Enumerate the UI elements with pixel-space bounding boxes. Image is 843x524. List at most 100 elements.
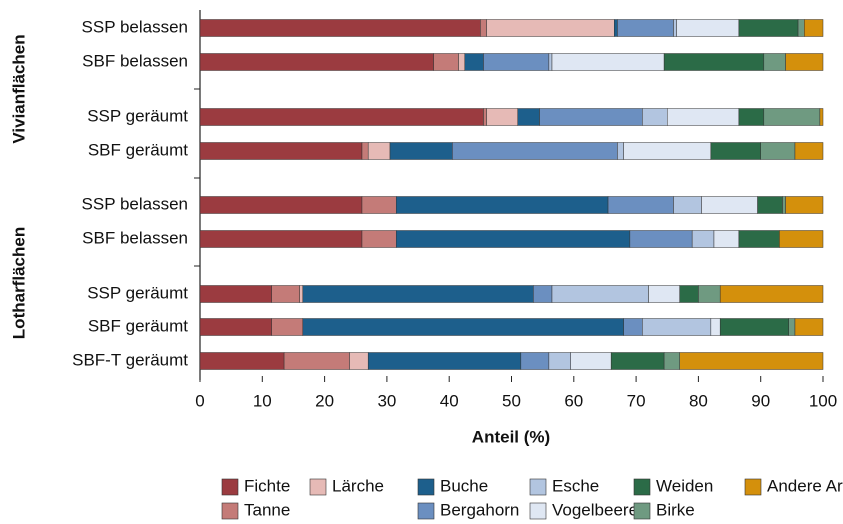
bar-segment bbox=[642, 318, 712, 336]
bar-segment bbox=[517, 108, 540, 126]
legend-label: Lärche bbox=[332, 476, 384, 495]
bar-segment bbox=[757, 196, 783, 214]
bar-segment bbox=[299, 285, 304, 303]
bar-segment bbox=[804, 19, 824, 37]
y-tick-label: SBF belassen bbox=[82, 51, 188, 70]
legend-label: Esche bbox=[552, 476, 599, 495]
legend-label: Bergahorn bbox=[440, 500, 519, 519]
bar-segment bbox=[648, 285, 680, 303]
bar-segment bbox=[701, 196, 758, 214]
legend-label: Weiden bbox=[656, 476, 713, 495]
bar-segment bbox=[199, 196, 363, 214]
bar-segment bbox=[199, 142, 363, 160]
bar-segment bbox=[713, 230, 740, 248]
bar-segment bbox=[738, 19, 799, 37]
legend-swatch bbox=[309, 478, 327, 496]
bar-segment bbox=[779, 230, 824, 248]
y-tick-label: SSP belassen bbox=[82, 194, 188, 213]
legend-label: Birke bbox=[656, 500, 695, 519]
bar-segment bbox=[819, 108, 824, 126]
y-tick-label: SSP geräumt bbox=[87, 283, 188, 302]
bar-segment bbox=[663, 352, 680, 370]
bar-segment bbox=[548, 352, 571, 370]
bar-segment bbox=[642, 108, 668, 126]
bar-segment bbox=[760, 142, 796, 160]
bar-segment bbox=[782, 196, 786, 214]
x-tick-label: 50 bbox=[502, 391, 521, 410]
bar-segment bbox=[361, 196, 397, 214]
bar-segment bbox=[676, 19, 740, 37]
bar-segment bbox=[199, 230, 363, 248]
bar-segment bbox=[610, 352, 665, 370]
bar-segment bbox=[452, 142, 618, 160]
x-tick-label: 30 bbox=[377, 391, 396, 410]
bar-segment bbox=[679, 352, 824, 370]
y-tick-label: SSP geräumt bbox=[87, 106, 188, 125]
bar-segment bbox=[738, 230, 780, 248]
bar-segment bbox=[483, 53, 550, 71]
bar-segment bbox=[667, 108, 740, 126]
bar-segment bbox=[199, 53, 434, 71]
legend-swatch bbox=[529, 478, 547, 496]
bar-segment bbox=[389, 142, 453, 160]
x-tick-label: 90 bbox=[751, 391, 770, 410]
x-tick-label: 0 bbox=[195, 391, 204, 410]
bar-segment bbox=[617, 19, 674, 37]
bar-segment bbox=[738, 108, 765, 126]
x-tick-label: 80 bbox=[689, 391, 708, 410]
bar-segment bbox=[395, 196, 609, 214]
bar-segment bbox=[361, 142, 369, 160]
bar-segment bbox=[551, 53, 665, 71]
bar-segment bbox=[623, 318, 643, 336]
bar-segment bbox=[458, 53, 466, 71]
bar-segment bbox=[199, 352, 285, 370]
legend-label: Fichte bbox=[244, 476, 290, 495]
y-tick-label: SBF geräumt bbox=[88, 316, 188, 335]
bar-segment bbox=[710, 142, 761, 160]
legend-label: Vogelbeere bbox=[552, 500, 638, 519]
bar-segment bbox=[464, 53, 484, 71]
bar-segment bbox=[367, 352, 522, 370]
bar-segment bbox=[570, 352, 612, 370]
bar-segment bbox=[673, 196, 702, 214]
bar-segment bbox=[763, 53, 786, 71]
bar-segment bbox=[199, 285, 272, 303]
bar-segment bbox=[302, 285, 534, 303]
bar-segment bbox=[719, 318, 789, 336]
bar-segment bbox=[607, 196, 674, 214]
legend-swatch bbox=[417, 478, 435, 496]
bar-segment bbox=[623, 142, 712, 160]
legend-label: Buche bbox=[440, 476, 488, 495]
bar-segment bbox=[483, 108, 487, 126]
bar-segment bbox=[673, 19, 677, 37]
bar-segment bbox=[614, 19, 618, 37]
bar-segment bbox=[480, 19, 487, 37]
x-tick-label: 40 bbox=[440, 391, 459, 410]
x-axis-label: Anteil (%) bbox=[472, 427, 550, 446]
bar-segment bbox=[763, 108, 821, 126]
y-group-label: Lotharflächen bbox=[9, 227, 28, 339]
bar-segment bbox=[271, 285, 300, 303]
bar-segment bbox=[283, 352, 350, 370]
bar-segment bbox=[617, 142, 624, 160]
y-tick-label: SSP belassen bbox=[82, 17, 188, 36]
bar-segment bbox=[486, 108, 518, 126]
bar-segment bbox=[691, 230, 715, 248]
legend-swatch bbox=[529, 502, 547, 520]
bar-segment bbox=[349, 352, 369, 370]
y-group-label: Vivianflächen bbox=[9, 34, 28, 143]
x-tick-label: 100 bbox=[809, 391, 837, 410]
bar-segment bbox=[785, 196, 824, 214]
bar-segment bbox=[785, 53, 824, 71]
bar-segment bbox=[797, 19, 805, 37]
legend-swatch bbox=[633, 502, 651, 520]
legend-swatch bbox=[221, 502, 239, 520]
bar-segment bbox=[433, 53, 459, 71]
bar-segment bbox=[679, 285, 699, 303]
x-tick-label: 70 bbox=[627, 391, 646, 410]
legend-label: Tanne bbox=[244, 500, 290, 519]
legend-swatch bbox=[744, 478, 762, 496]
bar-segment bbox=[539, 108, 643, 126]
legend-swatch bbox=[417, 502, 435, 520]
